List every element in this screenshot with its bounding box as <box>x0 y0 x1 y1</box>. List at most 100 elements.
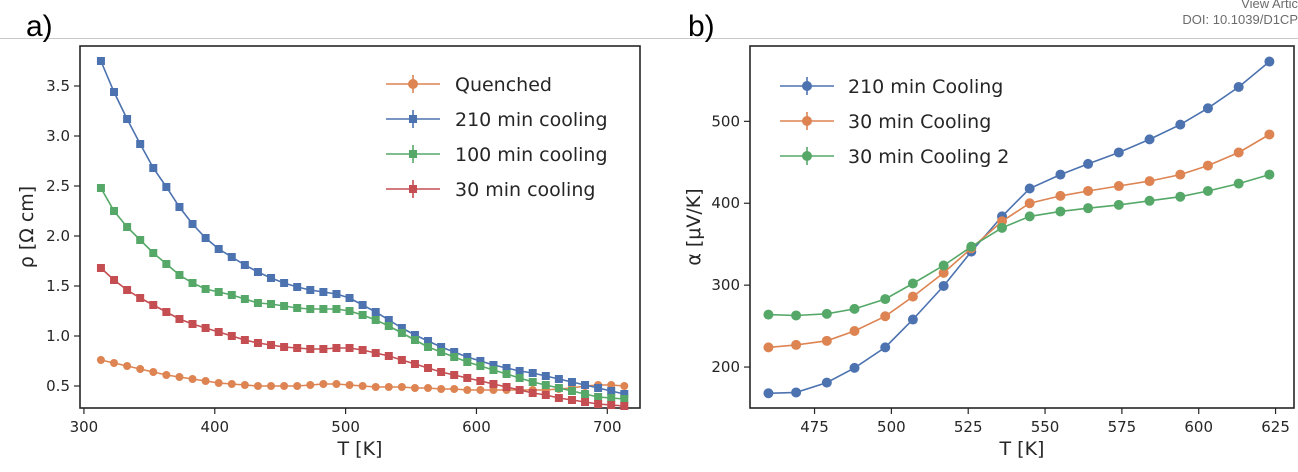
data-point <box>450 371 459 379</box>
data-point <box>476 386 485 394</box>
legend-entry: 30 min Cooling <box>780 111 991 133</box>
data-point <box>528 378 537 386</box>
legend-marker <box>409 150 417 158</box>
data-point <box>96 356 105 364</box>
data-point <box>450 348 459 356</box>
data-point <box>1055 169 1066 180</box>
data-point <box>1233 81 1244 92</box>
legend-marker <box>409 115 417 123</box>
data-point <box>581 381 590 389</box>
y-tick-label: 3.0 <box>46 127 70 145</box>
series-100-min-cooling <box>96 184 629 403</box>
data-point <box>123 362 132 370</box>
data-point <box>424 343 433 351</box>
data-point <box>123 223 132 231</box>
data-point <box>1233 147 1244 158</box>
data-point <box>358 346 367 354</box>
data-point <box>938 260 949 271</box>
data-point <box>397 356 406 364</box>
data-point <box>567 378 576 386</box>
data-point <box>1083 185 1094 196</box>
data-point <box>136 140 145 148</box>
x-tick-label: 525 <box>954 418 983 436</box>
y-tick-label: 500 <box>711 112 740 130</box>
x-tick-label: 500 <box>877 418 906 436</box>
data-point <box>227 253 236 261</box>
data-point <box>319 380 328 388</box>
y-axis-title: ρ [Ω cm] <box>16 186 38 268</box>
legend-label: 30 min cooling <box>455 179 595 201</box>
legend-label: 30 min Cooling <box>848 111 991 133</box>
data-point <box>280 382 289 390</box>
data-point <box>620 402 629 410</box>
data-point <box>791 310 802 321</box>
chart-b-seebeck: 475 500 525 550 575 600 625 200 300 400 500 T [K] α … <box>683 45 1295 460</box>
data-point <box>791 387 802 398</box>
data-point <box>149 301 158 309</box>
data-point <box>358 301 367 309</box>
data-point <box>567 387 576 395</box>
y-tick-label: 1.0 <box>46 327 70 345</box>
legend-label: Quenched <box>455 74 552 96</box>
data-point <box>280 343 289 351</box>
data-point <box>175 315 184 323</box>
data-point <box>607 401 616 409</box>
data-point <box>821 308 832 319</box>
data-point <box>620 395 629 403</box>
data-point <box>306 286 315 294</box>
data-point <box>162 308 171 316</box>
data-point <box>607 387 616 395</box>
data-point <box>96 184 105 192</box>
x-tick-label: 475 <box>800 418 829 436</box>
data-point <box>240 261 249 269</box>
data-point <box>110 359 119 367</box>
data-point <box>437 348 446 356</box>
data-point <box>620 390 629 398</box>
data-point <box>201 234 210 242</box>
data-point <box>1144 195 1155 206</box>
data-point <box>267 382 276 390</box>
data-point <box>1113 147 1124 158</box>
x-tick-label: 500 <box>331 418 360 436</box>
data-point <box>371 316 380 324</box>
data-point <box>293 283 302 291</box>
data-point <box>162 371 171 379</box>
view-article-link[interactable]: View Artic <box>1241 0 1298 11</box>
data-point <box>1144 134 1155 145</box>
data-point <box>306 381 315 389</box>
data-point <box>607 394 616 402</box>
data-point <box>240 295 249 303</box>
y-axis-title: α [μV/K] <box>683 188 705 265</box>
data-point <box>410 360 419 368</box>
y-tick-label: 0.5 <box>46 377 70 395</box>
data-point <box>594 400 603 408</box>
legend-label: 30 min Cooling 2 <box>848 146 1009 168</box>
data-point <box>907 291 918 302</box>
data-point <box>463 386 472 394</box>
data-point <box>149 249 158 257</box>
data-point <box>463 353 472 361</box>
x-tick-label: 625 <box>1261 418 1290 436</box>
legend-entry: Quenched <box>386 74 552 96</box>
data-point <box>880 342 891 353</box>
x-tick-label: 700 <box>593 418 622 436</box>
data-point <box>489 361 498 369</box>
data-point <box>437 385 446 393</box>
data-point <box>136 236 145 244</box>
data-point <box>410 336 419 344</box>
legend-label: 210 min Cooling <box>848 76 1003 98</box>
data-point <box>175 203 184 211</box>
data-point <box>227 332 236 340</box>
data-point <box>136 294 145 302</box>
data-point <box>541 391 550 399</box>
data-point <box>489 366 498 374</box>
series-210-min-cooling <box>96 57 629 398</box>
x-tick-label: 550 <box>1031 418 1060 436</box>
data-point <box>880 311 891 322</box>
data-point <box>528 369 537 377</box>
data-point <box>96 57 105 65</box>
series-line <box>768 133 1270 349</box>
data-point <box>515 367 524 375</box>
data-point <box>345 294 354 302</box>
